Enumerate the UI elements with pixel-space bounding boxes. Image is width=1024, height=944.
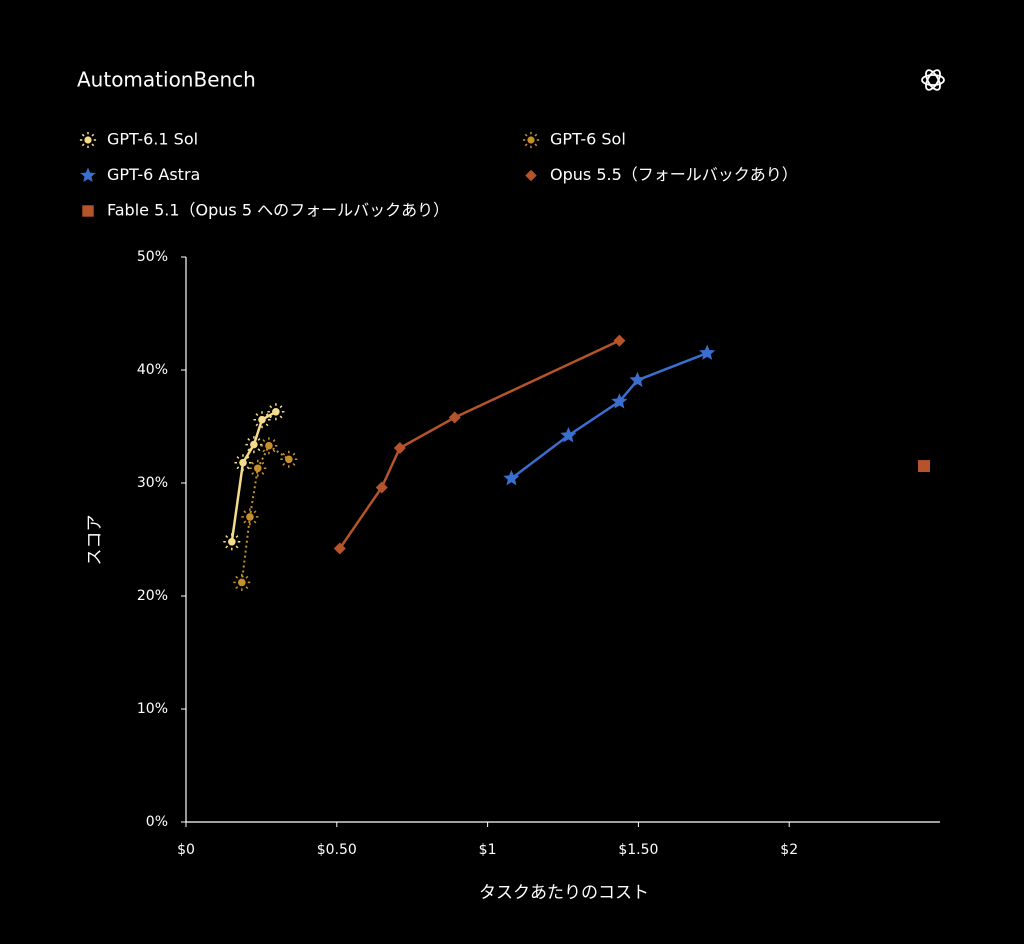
marker: [267, 403, 285, 421]
legend-label: GPT-6.1 Sol: [107, 130, 198, 149]
marker: [611, 393, 628, 409]
y-tick-label: 30%: [137, 475, 168, 491]
x-tick-label: $0: [177, 842, 195, 858]
legend-marker: [82, 205, 94, 217]
legend-marker: [522, 131, 540, 149]
x-tick-label: $1.50: [618, 842, 658, 858]
legend-marker: [79, 131, 97, 149]
chart-title: AutomationBench: [77, 68, 256, 92]
marker: [629, 371, 646, 387]
y-tick-label: 10%: [137, 701, 168, 717]
legend-marker: [525, 169, 537, 182]
x-tick-label: $1: [479, 842, 497, 858]
y-axis-label: スコア: [85, 515, 105, 566]
marker: [245, 436, 263, 454]
marker: [918, 460, 931, 473]
y-tick-label: 0%: [146, 814, 168, 830]
marker: [613, 334, 626, 347]
marker: [234, 454, 252, 472]
marker: [253, 411, 271, 429]
y-tick-label: 50%: [137, 249, 168, 265]
y-tick-label: 20%: [137, 588, 168, 604]
legend-label: GPT-6 Sol: [550, 130, 626, 149]
legend-marker: [80, 167, 96, 182]
marker: [223, 533, 241, 551]
marker: [280, 450, 298, 468]
x-tick-label: $2: [780, 842, 798, 858]
legend-label: GPT-6 Astra: [107, 165, 200, 184]
x-tick-label: $0.50: [317, 842, 357, 858]
x-axis-label: タスクあたりのコスト: [479, 883, 649, 903]
marker: [333, 542, 346, 555]
marker: [393, 441, 406, 454]
marker: [375, 481, 388, 494]
marker: [241, 508, 259, 526]
legend-label: Opus 5.5（フォールバックあり）: [550, 165, 798, 184]
marker: [249, 459, 267, 477]
legend-label: Fable 5.1（Opus 5 へのフォールバックあり）: [107, 201, 449, 220]
logo: [921, 69, 945, 91]
y-tick-label: 40%: [137, 362, 168, 378]
marker: [503, 470, 520, 486]
marker: [560, 427, 577, 443]
marker: [233, 573, 251, 591]
marker: [699, 344, 716, 360]
marker: [260, 437, 278, 455]
marker: [448, 411, 461, 424]
